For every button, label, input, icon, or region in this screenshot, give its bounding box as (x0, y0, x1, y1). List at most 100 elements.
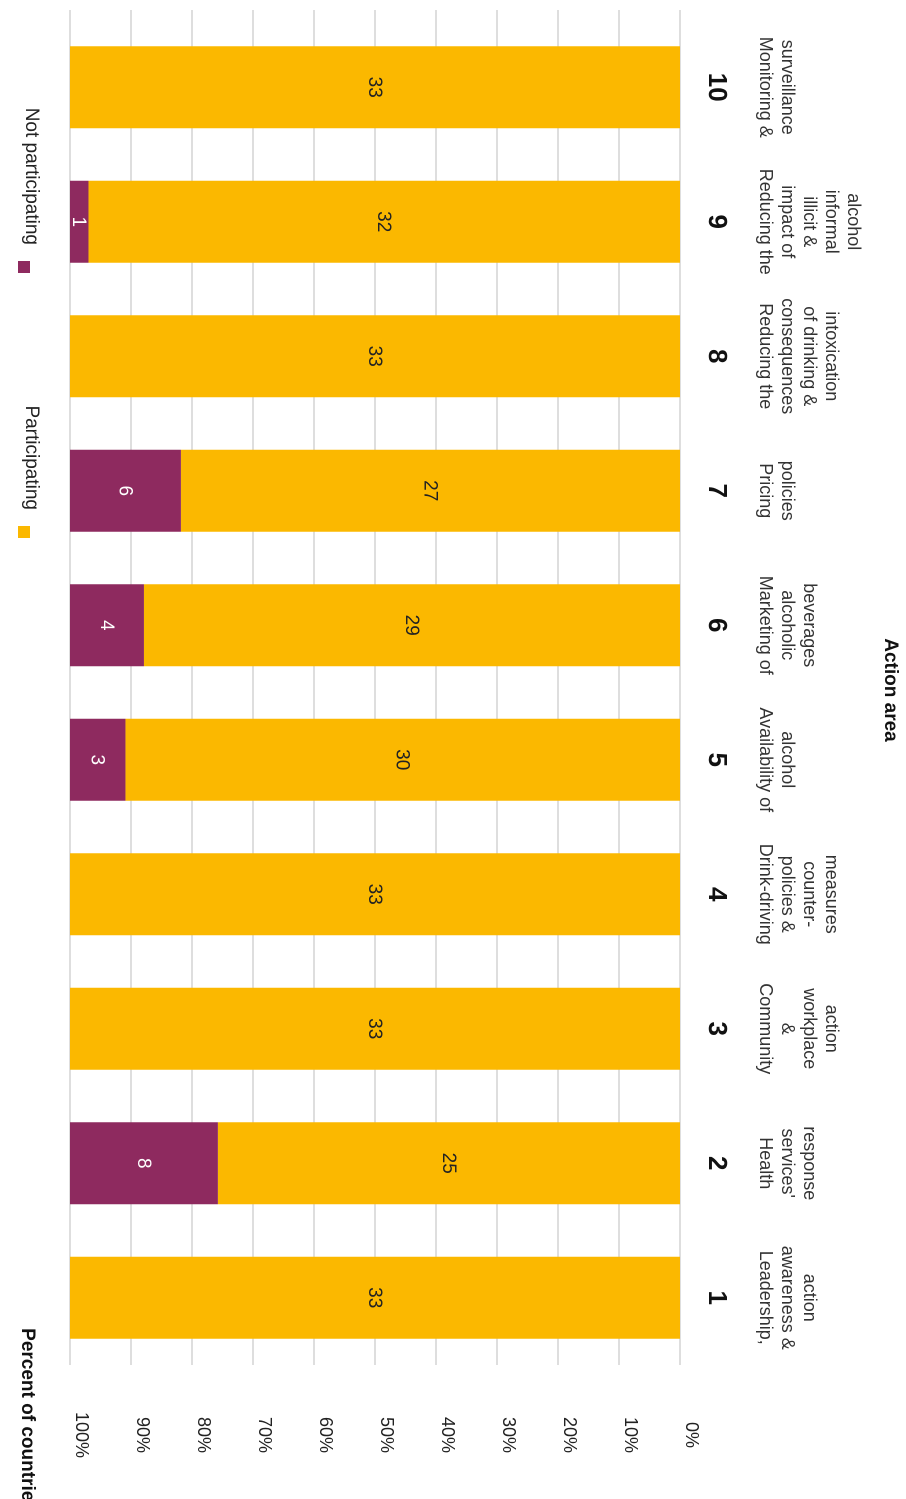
x-axis-title: Action area (880, 638, 901, 742)
y-tick-label: 80% (194, 1417, 214, 1453)
data-label: 25 (438, 1153, 459, 1174)
category-label-line: awareness & (778, 1246, 798, 1350)
category-label-line: response (800, 1126, 820, 1200)
bar-segment (70, 853, 680, 936)
bar-segment (88, 180, 680, 263)
category-number: 3 (703, 1022, 733, 1036)
category-number: 5 (703, 753, 733, 767)
y-tick-label: 20% (560, 1417, 580, 1453)
y-tick-label: 30% (499, 1417, 519, 1453)
category-label-line: services' (778, 1129, 798, 1198)
category-label: Reducing the impact of illicit & informal al… (756, 169, 864, 275)
y-tick-label: 70% (255, 1417, 275, 1453)
category-label-line: of drinking & (800, 306, 820, 406)
legend-label: Participating (21, 405, 42, 510)
category-label-line: Reducing the (756, 169, 776, 275)
legend-swatch (18, 261, 30, 273)
data-label: 6 (114, 485, 135, 496)
bar-segment (70, 718, 126, 801)
category-label-line: policies & (778, 856, 798, 933)
bar-segment (70, 315, 680, 398)
data-label: 1 (68, 216, 89, 227)
y-tick-label: 0% (682, 1422, 702, 1448)
category-label-line: Availability of (756, 707, 776, 813)
legend-swatch (18, 526, 30, 538)
category-label: Reducing the consequences of drinking & int… (756, 298, 842, 414)
category-label-line: workplace (800, 987, 820, 1069)
category-label: Availability of alcohol (756, 707, 798, 813)
category-number: 1 (703, 1291, 733, 1305)
category-label-line: measures (822, 855, 842, 934)
bars (70, 46, 681, 1339)
category-label-line: consequences (778, 298, 798, 414)
y-tick-label: 40% (438, 1417, 458, 1453)
bar-segment (70, 1122, 218, 1205)
y-tick-label: 50% (377, 1417, 397, 1453)
data-label: 30 (392, 749, 413, 770)
category-label-line: beverages (800, 583, 820, 667)
bar-segment (70, 180, 89, 263)
category-label-line: action (822, 1005, 842, 1053)
category-number: 10 (703, 73, 733, 102)
data-label: 33 (364, 346, 385, 367)
category-number: 8 (703, 349, 733, 363)
data-label: 33 (364, 884, 385, 905)
category-label-line: counter- (800, 861, 820, 927)
category-label-line: Drink-driving (756, 844, 776, 945)
category-label-line: Marketing of (756, 576, 776, 676)
category-label-line: impact of (778, 185, 798, 259)
legend-label: Not participating (21, 108, 42, 245)
data-label: 32 (373, 211, 394, 232)
data-label: 3 (87, 754, 108, 765)
bar-segment (70, 1256, 680, 1339)
category-label: Drink-driving policies & counter-measures (756, 844, 842, 945)
data-label: 4 (96, 620, 117, 631)
category-label-line: Pricing (756, 463, 776, 518)
category-number: 7 (703, 484, 733, 498)
bar-segment (70, 987, 680, 1070)
y-tick-label: 100% (72, 1412, 92, 1458)
category-label: Community & workplace action (756, 983, 842, 1074)
category-label-line: alcohol (844, 193, 864, 250)
category-label-line: Leadership, (756, 1251, 776, 1345)
category-label-line: & (778, 1023, 798, 1035)
category-label-line: Reducing the (756, 303, 776, 409)
category-label-line: alcohol (778, 731, 798, 788)
data-label: 27 (419, 480, 440, 501)
bar-segment (125, 718, 681, 801)
y-tick-label: 60% (316, 1417, 336, 1453)
y-axis-title: Percent of countries (17, 1328, 38, 1499)
data-label: 33 (364, 77, 385, 98)
y-tick-label: 90% (133, 1417, 153, 1453)
category-label-line: policies (778, 461, 798, 521)
category-label-line: alcoholic (778, 590, 798, 660)
data-label: 8 (133, 1158, 154, 1169)
category-label-line: Monitoring & (756, 37, 776, 138)
category-label-line: Community (756, 983, 776, 1074)
labels: 0% 10% 20% 30% 40% 50% 60% 70% 80% 90% 100% Percent… (17, 37, 901, 1499)
category-number: 4 (703, 887, 733, 902)
category-label-line: intoxication (822, 311, 842, 401)
y-tick-label: 10% (621, 1417, 641, 1453)
category-label: Monitoring & surveillance (756, 37, 798, 138)
bar-segment (70, 46, 680, 129)
category-label: Leadership, awareness & action (756, 1246, 820, 1350)
data-label: 33 (364, 1018, 385, 1039)
category-label: Pricing policies (756, 461, 798, 521)
category-label-line: informal (822, 190, 842, 254)
data-label: 29 (401, 615, 422, 636)
category-label: Health services' response (756, 1126, 820, 1200)
category-number: 2 (703, 1156, 733, 1170)
category-number: 6 (703, 618, 733, 632)
category-label: Marketing of alcoholic beverages (756, 576, 820, 676)
category-label-line: surveillance (778, 40, 798, 135)
data-label: 33 (364, 1287, 385, 1308)
bar-segment (143, 584, 680, 667)
category-label-line: Health (756, 1137, 776, 1189)
bar-segment (217, 1122, 680, 1205)
bar-segment (70, 584, 144, 667)
category-number: 9 (703, 215, 733, 229)
bar-segment (70, 449, 181, 532)
category-label-line: action (800, 1274, 820, 1322)
